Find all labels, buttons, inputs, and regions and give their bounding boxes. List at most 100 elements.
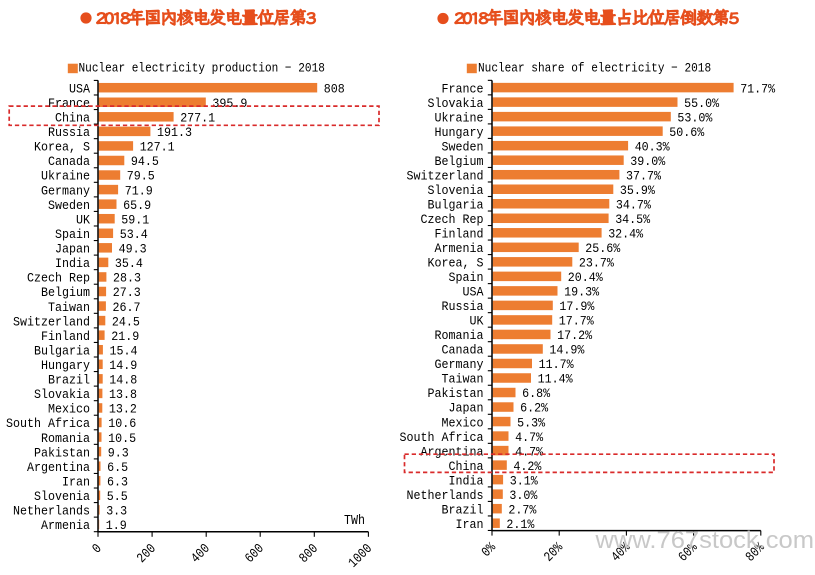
svg-text:Spain: Spain bbox=[449, 270, 484, 285]
svg-text:Russia: Russia bbox=[48, 125, 90, 140]
svg-text:1.9: 1.9 bbox=[106, 518, 127, 533]
svg-text:53.0%: 53.0% bbox=[677, 110, 712, 125]
svg-text:Nuclear share of electricity −: Nuclear share of electricity − 2018 bbox=[478, 61, 711, 76]
svg-text:www.767stock.com: www.767stock.com bbox=[594, 527, 814, 554]
svg-text:Brazil: Brazil bbox=[442, 502, 484, 517]
svg-text:Spain: Spain bbox=[55, 227, 90, 242]
svg-text:59.1: 59.1 bbox=[121, 212, 149, 227]
svg-text:4.7%: 4.7% bbox=[515, 444, 543, 459]
svg-text:40.3%: 40.3% bbox=[635, 139, 670, 154]
svg-text:21.9: 21.9 bbox=[111, 329, 139, 344]
svg-text:71.9: 71.9 bbox=[125, 183, 153, 198]
svg-text:39.0%: 39.0% bbox=[630, 154, 665, 169]
svg-text:France: France bbox=[442, 81, 484, 96]
svg-text:71.7%: 71.7% bbox=[740, 81, 775, 96]
svg-text:94.5: 94.5 bbox=[131, 154, 159, 169]
svg-text:2.7%: 2.7% bbox=[508, 502, 536, 517]
svg-text:28.3: 28.3 bbox=[113, 271, 141, 286]
svg-text:Finland: Finland bbox=[435, 227, 484, 242]
svg-text:Slovenia: Slovenia bbox=[34, 489, 90, 504]
svg-text:5.5: 5.5 bbox=[107, 489, 128, 504]
svg-text:Sweden: Sweden bbox=[48, 198, 90, 213]
svg-text:Czech Rep: Czech Rep bbox=[27, 271, 90, 286]
svg-text:Netherlands: Netherlands bbox=[13, 504, 90, 519]
svg-text:Mexico: Mexico bbox=[48, 402, 90, 417]
svg-text:55.0%: 55.0% bbox=[684, 96, 719, 111]
svg-text:Taiwan: Taiwan bbox=[442, 372, 484, 387]
svg-text:35.4: 35.4 bbox=[115, 256, 143, 271]
svg-text:37.7%: 37.7% bbox=[626, 168, 661, 183]
svg-text:14.8: 14.8 bbox=[109, 373, 137, 388]
svg-text:Bulgaria: Bulgaria bbox=[34, 343, 90, 358]
svg-text:17.7%: 17.7% bbox=[559, 314, 594, 329]
svg-text:6.5: 6.5 bbox=[107, 460, 128, 475]
svg-text:4.7%: 4.7% bbox=[515, 430, 543, 445]
svg-text:10.5: 10.5 bbox=[108, 431, 136, 446]
svg-text:Pakistan: Pakistan bbox=[34, 445, 90, 460]
svg-text:127.1: 127.1 bbox=[140, 140, 175, 155]
svg-text:5.3%: 5.3% bbox=[517, 415, 545, 430]
svg-text:17.2%: 17.2% bbox=[557, 328, 592, 343]
svg-text:53.4: 53.4 bbox=[120, 227, 148, 242]
svg-text:UK: UK bbox=[470, 314, 484, 329]
svg-text:Iran: Iran bbox=[62, 474, 90, 489]
svg-text:South Africa: South Africa bbox=[400, 430, 484, 445]
svg-text:Hungary: Hungary bbox=[41, 358, 90, 373]
svg-text:Romania: Romania bbox=[41, 431, 90, 446]
svg-text:India: India bbox=[55, 256, 90, 271]
svg-text:Nuclear electricity production: Nuclear electricity production − 2018 bbox=[79, 61, 325, 76]
svg-text:3.3: 3.3 bbox=[106, 504, 127, 519]
svg-text:Slovakia: Slovakia bbox=[428, 96, 484, 111]
svg-text:Hungary: Hungary bbox=[435, 125, 484, 140]
svg-text:China: China bbox=[55, 111, 90, 126]
svg-text:Japan: Japan bbox=[449, 401, 484, 416]
svg-text:50.6%: 50.6% bbox=[669, 125, 704, 140]
svg-text:11.4%: 11.4% bbox=[538, 372, 573, 387]
svg-text:395.9: 395.9 bbox=[212, 96, 247, 111]
svg-text:23.7%: 23.7% bbox=[579, 256, 614, 271]
svg-text:27.3: 27.3 bbox=[113, 285, 141, 300]
svg-text:Korea, S: Korea, S bbox=[34, 140, 90, 155]
svg-text:UK: UK bbox=[76, 212, 90, 227]
svg-text:China: China bbox=[449, 459, 484, 474]
svg-text:Iran: Iran bbox=[456, 517, 484, 532]
svg-text:USA: USA bbox=[69, 81, 90, 96]
svg-text:24.5: 24.5 bbox=[112, 314, 140, 329]
svg-text:Korea, S: Korea, S bbox=[428, 256, 484, 271]
svg-text:277.1: 277.1 bbox=[180, 111, 215, 126]
svg-text:Slovakia: Slovakia bbox=[34, 387, 90, 402]
svg-text:32.4%: 32.4% bbox=[608, 227, 643, 242]
svg-text:11.7%: 11.7% bbox=[539, 357, 574, 372]
svg-text:25.6%: 25.6% bbox=[585, 241, 620, 256]
svg-text:Romania: Romania bbox=[435, 328, 484, 343]
svg-text:20.4%: 20.4% bbox=[568, 270, 603, 285]
svg-text:France: France bbox=[48, 96, 90, 111]
svg-text:TWh: TWh bbox=[344, 513, 365, 529]
svg-text:India: India bbox=[449, 473, 484, 488]
svg-text:Taiwan: Taiwan bbox=[48, 300, 90, 315]
svg-text:49.3: 49.3 bbox=[119, 242, 147, 257]
svg-text:2.1%: 2.1% bbox=[506, 517, 534, 532]
svg-text:Belgium: Belgium bbox=[435, 154, 484, 169]
svg-text:13.2: 13.2 bbox=[109, 402, 137, 417]
svg-text:14.9: 14.9 bbox=[109, 358, 137, 373]
svg-text:Ukraine: Ukraine bbox=[435, 110, 484, 125]
svg-text:Belgium: Belgium bbox=[41, 285, 90, 300]
svg-text:15.4: 15.4 bbox=[110, 343, 138, 358]
svg-text:Czech Rep: Czech Rep bbox=[421, 212, 484, 227]
svg-text:17.9%: 17.9% bbox=[559, 299, 594, 314]
svg-text:Brazil: Brazil bbox=[48, 373, 90, 388]
svg-text:Germany: Germany bbox=[435, 357, 484, 372]
svg-text:South Africa: South Africa bbox=[6, 416, 90, 431]
svg-text:Switzerland: Switzerland bbox=[13, 314, 90, 329]
svg-text:6.3: 6.3 bbox=[107, 474, 128, 489]
svg-text:Argentina: Argentina bbox=[27, 460, 90, 475]
svg-text:3.1%: 3.1% bbox=[510, 473, 538, 488]
svg-text:3.0%: 3.0% bbox=[509, 488, 537, 503]
svg-text:USA: USA bbox=[463, 285, 484, 300]
svg-text:6.8%: 6.8% bbox=[522, 386, 550, 401]
svg-text:9.3: 9.3 bbox=[108, 445, 129, 460]
svg-text:Pakistan: Pakistan bbox=[428, 386, 484, 401]
svg-text:34.7%: 34.7% bbox=[616, 198, 651, 213]
svg-text:Sweden: Sweden bbox=[442, 139, 484, 154]
